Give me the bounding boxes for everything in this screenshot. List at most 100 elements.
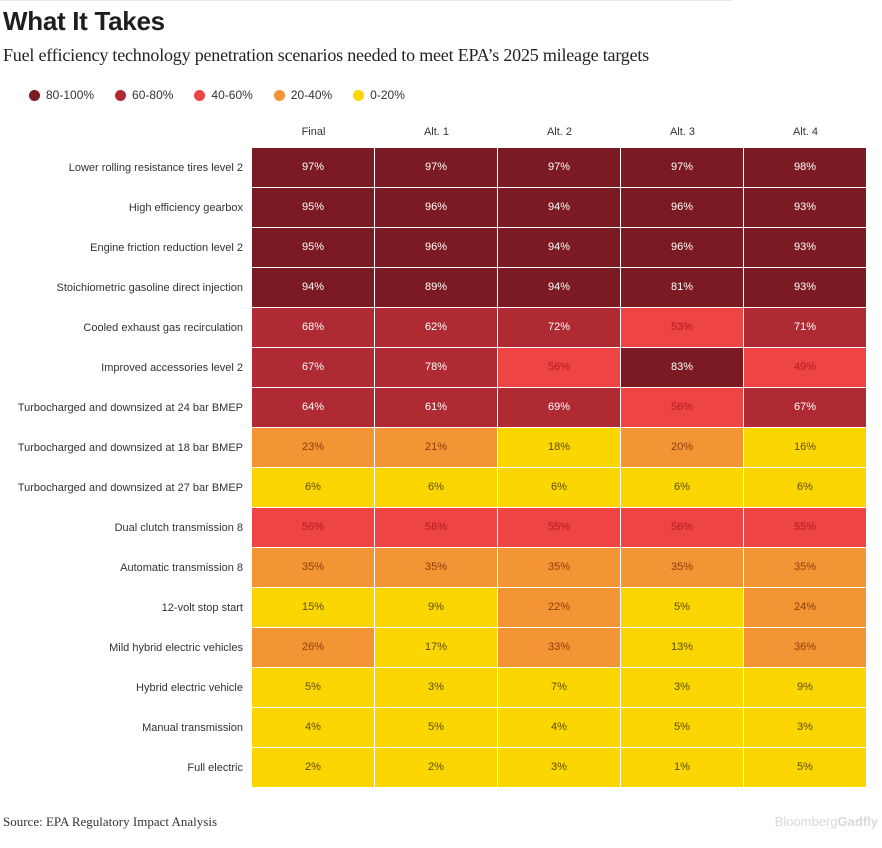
heatmap-cell: 72%: [498, 308, 621, 348]
heatmap-cell: 62%: [375, 308, 498, 348]
heatmap-cell: 71%: [744, 308, 867, 348]
heatmap-cell: 35%: [498, 548, 621, 588]
heatmap-cell: 56%: [621, 388, 744, 428]
legend-item-40-60: 40-60%: [194, 88, 253, 102]
heatmap-cell: 55%: [498, 508, 621, 548]
heatmap-cell: 81%: [621, 268, 744, 308]
row-label: Lower rolling resistance tires level 2: [68, 162, 243, 174]
heatmap-cell: 6%: [252, 468, 375, 508]
row-label: Cooled exhaust gas recirculation: [83, 322, 243, 334]
heatmap-cell: 22%: [498, 588, 621, 628]
heatmap-cell: 6%: [621, 468, 744, 508]
heatmap-cell: 5%: [744, 748, 867, 788]
row-label: Improved accessories level 2: [101, 362, 243, 374]
row-label: Hybrid electric vehicle: [136, 682, 243, 694]
heatmap-cell: 1%: [621, 748, 744, 788]
source-note: Source: EPA Regulatory Impact Analysis: [3, 814, 217, 829]
heatmap-cell: 35%: [252, 548, 375, 588]
chart-subtitle: Fuel efficiency technology penetration s…: [3, 45, 649, 65]
legend-swatch: [115, 89, 127, 101]
heatmap-cell: 5%: [252, 668, 375, 708]
heatmap-cell: 93%: [744, 228, 867, 268]
heatmap-cell: 96%: [621, 188, 744, 228]
heatmap-cell: 23%: [252, 428, 375, 468]
row-label: Manual transmission: [142, 722, 243, 734]
heatmap-cell: 96%: [375, 228, 498, 268]
heatmap-cell: 13%: [621, 628, 744, 668]
column-header: Alt. 2: [546, 126, 573, 138]
heatmap-cell: 56%: [621, 508, 744, 548]
heatmap-cell: 97%: [621, 148, 744, 188]
top-rule: [0, 0, 732, 1]
heatmap-cell: 5%: [375, 708, 498, 748]
row-label: Automatic transmission 8: [120, 562, 243, 574]
heatmap-cell: 61%: [375, 388, 498, 428]
legend-swatch: [273, 89, 285, 101]
row-label: 12-volt stop start: [161, 602, 243, 614]
heatmap-cell: 69%: [498, 388, 621, 428]
legend-item-0-20: 0-20%: [353, 88, 405, 102]
heatmap-cell: 35%: [621, 548, 744, 588]
heatmap-cell: 94%: [498, 188, 621, 228]
heatmap-cell: 6%: [498, 468, 621, 508]
heatmap-cell: 49%: [744, 348, 867, 388]
row-label: Turbocharged and downsized at 24 bar BME…: [17, 402, 243, 414]
heatmap-cell: 35%: [744, 548, 867, 588]
heatmap-cell: 26%: [252, 628, 375, 668]
heatmap-cell: 9%: [375, 588, 498, 628]
heatmap-cell: 56%: [498, 348, 621, 388]
heatmap-cell: 64%: [252, 388, 375, 428]
row-label: Stoichiometric gasoline direct injection: [56, 282, 243, 294]
heatmap-cell: 93%: [744, 188, 867, 228]
heatmap-cell: 33%: [498, 628, 621, 668]
heatmap-cell: 3%: [498, 748, 621, 788]
chart-title: What It Takes: [3, 6, 165, 36]
column-header: Alt. 1: [423, 126, 450, 138]
heatmap-cell: 95%: [252, 188, 375, 228]
brand-part-1: Bloomberg: [774, 814, 838, 829]
heatmap-cell: 56%: [252, 508, 375, 548]
heatmap-cell: 18%: [498, 428, 621, 468]
heatmap-cell: 53%: [621, 308, 744, 348]
row-label: Turbocharged and downsized at 18 bar BME…: [17, 442, 243, 454]
heatmap-cell: 21%: [375, 428, 498, 468]
heatmap-cell: 96%: [375, 188, 498, 228]
heatmap-cell: 55%: [744, 508, 867, 548]
heatmap-cell: 3%: [375, 668, 498, 708]
heatmap-cell: 67%: [252, 348, 375, 388]
heatmap-cell: 97%: [375, 148, 498, 188]
legend-item-80-100: 80-100%: [29, 88, 94, 102]
heatmap-cell: 20%: [621, 428, 744, 468]
heatmap-cell: 4%: [498, 708, 621, 748]
heatmap-cell: 3%: [621, 668, 744, 708]
heatmap-cell: 7%: [498, 668, 621, 708]
brand-logo: BloombergGadfly: [775, 814, 878, 829]
heatmap-cell: 96%: [621, 228, 744, 268]
heatmap-cell: 6%: [375, 468, 498, 508]
legend-label: 20-40%: [290, 88, 333, 102]
heatmap-cell: 15%: [252, 588, 375, 628]
heatmap-cell: 67%: [744, 388, 867, 428]
heatmap-cell: 5%: [621, 588, 744, 628]
heatmap-cell: 16%: [744, 428, 867, 468]
heatmap-cell: 97%: [252, 148, 375, 188]
heatmap-cell: 9%: [744, 668, 867, 708]
row-label: Full electric: [187, 762, 243, 774]
row-label: Turbocharged and downsized at 27 bar BME…: [17, 482, 243, 494]
column-header: Alt. 4: [792, 126, 819, 138]
legend-swatch: [194, 89, 206, 101]
legend-swatch: [353, 89, 365, 101]
legend-swatch: [29, 89, 40, 101]
legend: 80-100% 60-80% 40-60% 20-40% 0-20%: [29, 86, 426, 104]
legend-label: 0-20%: [370, 88, 405, 102]
heatmap-cell: 83%: [621, 348, 744, 388]
heatmap-cell: 98%: [744, 148, 867, 188]
heatmap-cell: 68%: [252, 308, 375, 348]
heatmap-cell: 89%: [375, 268, 498, 308]
heatmap-cell: 94%: [498, 268, 621, 308]
heatmap-cell: 94%: [498, 228, 621, 268]
row-label: Dual clutch transmission 8: [114, 522, 243, 534]
heatmap-cell: 93%: [744, 268, 867, 308]
heatmap-cell: 94%: [252, 268, 375, 308]
heatmap-cell: 2%: [375, 748, 498, 788]
